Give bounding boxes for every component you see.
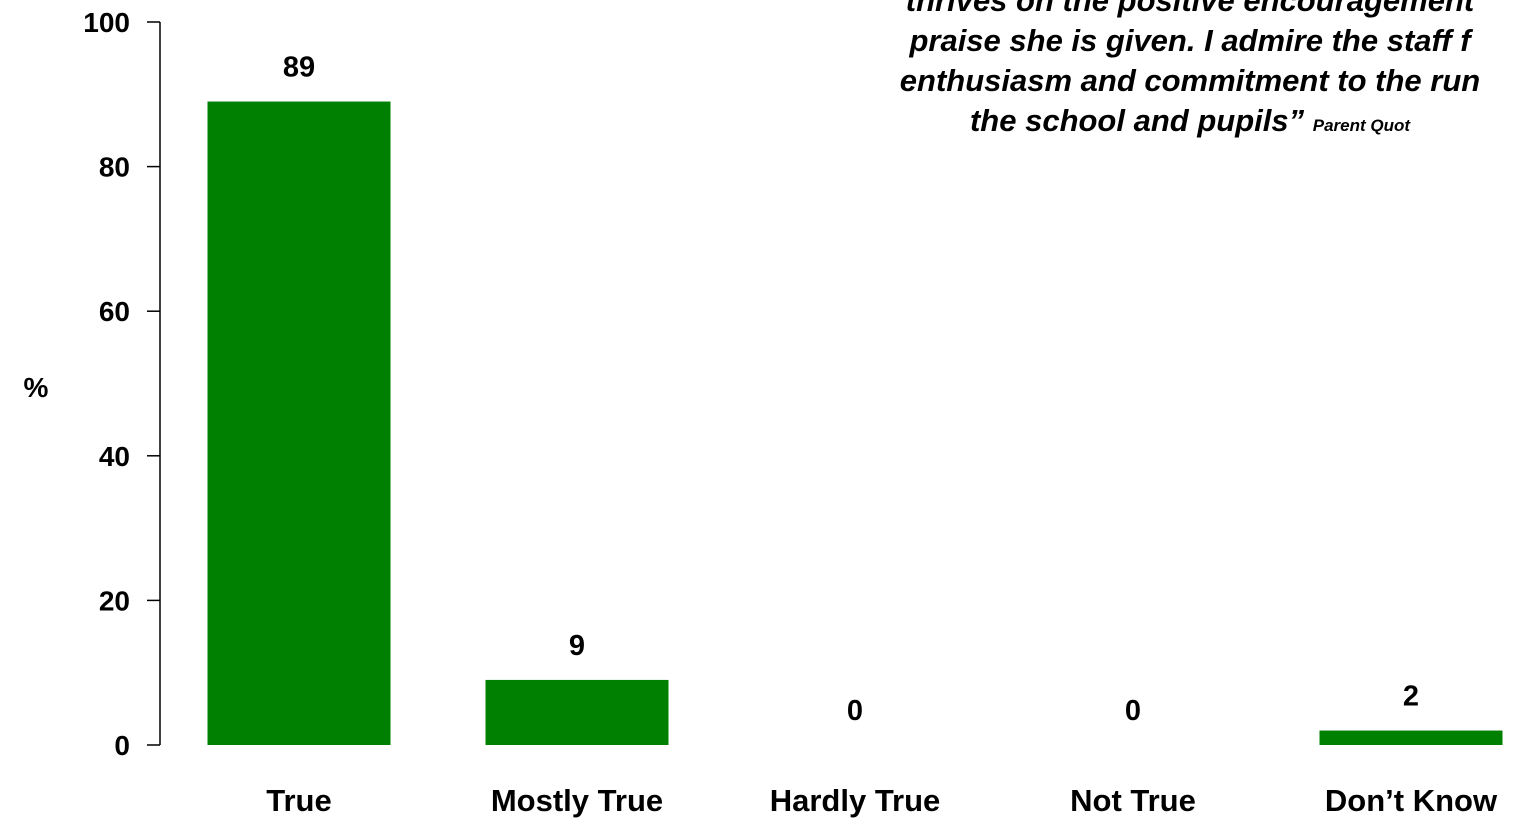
y-tick-label: 100 [83,7,130,38]
y-axis-label: % [24,372,49,403]
quote-line-4: the school and pupils” Parent Quot [780,101,1521,146]
x-category-label: True [266,783,331,818]
quote-line-1: thrives on the positive encouragement [905,0,1475,18]
y-tick-label: 60 [99,296,130,327]
bar-value-label: 0 [1125,695,1141,727]
quote-line-4-text: the school and pupils” [969,103,1305,138]
y-tick-label: 40 [99,441,130,472]
bar-value-label: 2 [1403,681,1419,713]
bar-value-label: 9 [569,630,585,662]
bar-don-t-know [1319,730,1503,745]
quote-line-2: praise she is given. I admire the staff … [909,23,1471,58]
x-category-label: Not True [1070,783,1196,818]
y-tick-label: 0 [114,730,130,761]
category-labels-group: True Mostly True Hardly True Not True Don’t … [266,783,1498,818]
bar-mostly-true [485,679,669,745]
y-axis-ticks: 0 20 40 60 80 100 [83,7,160,761]
bar-value-label: 0 [847,695,863,727]
x-category-label: Don’t Know [1325,783,1498,818]
quote-source: Parent Quot [1312,116,1411,135]
bar-value-label: 89 [283,52,315,84]
parent-quote: thrives on the positive encouragement pr… [780,0,1521,146]
y-tick-label: 20 [99,585,130,616]
quote-line-3: enthusiasm and commitment to the run [899,63,1481,98]
bar-true [207,101,391,745]
bars-group [207,101,1503,745]
y-tick-label: 80 [99,152,130,183]
x-category-label: Hardly True [770,783,941,818]
value-labels-group: 89 9 0 0 2 [283,52,1419,727]
x-category-label: Mostly True [491,783,663,818]
